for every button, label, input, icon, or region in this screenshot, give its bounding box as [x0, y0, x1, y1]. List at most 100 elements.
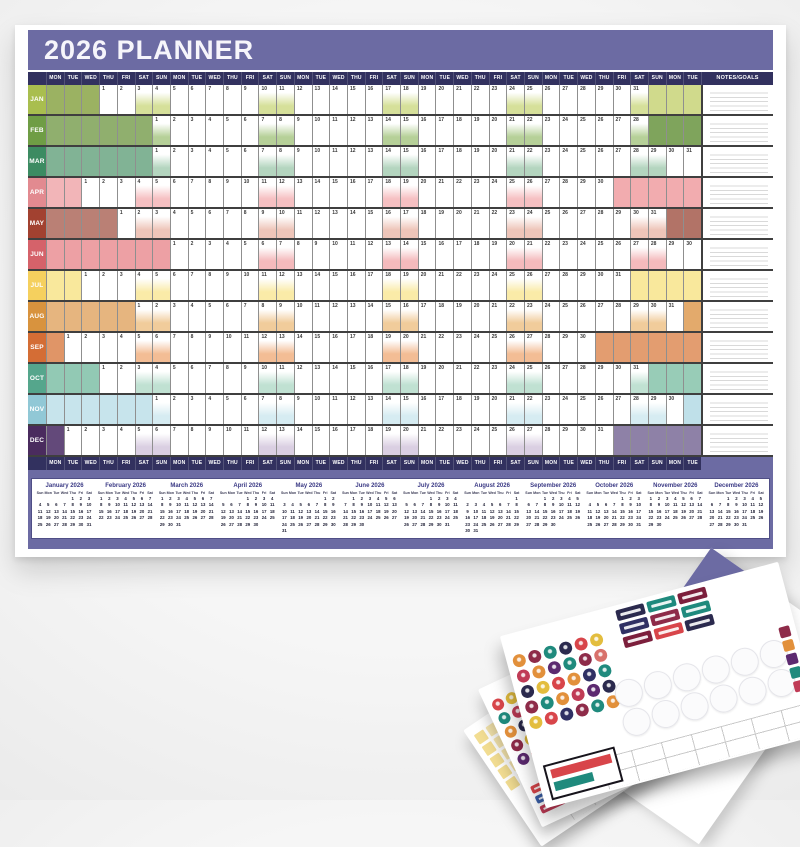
day-number: 27: [562, 86, 568, 92]
mini-date-cell: 22: [542, 515, 548, 521]
day-cell: 27: [559, 364, 578, 393]
day-number: 20: [403, 427, 409, 433]
mini-date-cell: 30: [253, 521, 259, 527]
day-name-cell: MON: [417, 72, 436, 85]
day-cell: 3: [205, 240, 224, 269]
mini-date-cell: 24: [444, 515, 450, 521]
mini-date-cell: 16: [465, 515, 470, 521]
mini-calendar-jan: January 2026 Sun Mon Tue Wed Thu Fri Sat 1 2 3 4 5 6 7…: [35, 481, 94, 536]
mini-date-cell: 2: [108, 496, 111, 501]
day-number: 18: [456, 117, 462, 123]
mini-date-cell: 29: [514, 521, 519, 527]
mini-date-cell: 18: [567, 508, 572, 514]
mini-calendar-title: March 2026: [170, 483, 204, 489]
day-number: 2: [119, 365, 123, 371]
mini-day-name: Fri: [200, 491, 206, 495]
mini-date-cell: 18: [453, 508, 458, 514]
mini-date-cell: 26: [298, 521, 304, 527]
day-cell: 15: [400, 147, 418, 176]
month-row-feb: FEB 1 2 3 4 5 6 7 8 9 10 11 12 13 14 15 16 17 18 19 20 21 22 23…: [28, 116, 774, 147]
day-number: 8: [190, 334, 194, 340]
sticker-circle: [589, 697, 606, 714]
day-number: 25: [580, 148, 586, 154]
mini-date-cell: 13: [53, 508, 59, 514]
day-cell: 30: [594, 178, 613, 207]
day-number: 3: [102, 334, 105, 340]
day-number: 28: [615, 303, 622, 309]
sticker-circle: [539, 694, 556, 711]
mini-date-cell: 24: [281, 521, 287, 527]
month-row-sep: SEP 1 2 3 4 5 6 7 8 9 10 11 12 13 14 15 16 17 18 19 20 21 22 23…: [28, 333, 774, 364]
day-cell: 12: [258, 333, 277, 362]
day-number: 29: [580, 179, 586, 185]
day-number: 22: [491, 210, 498, 216]
day-cell: 21: [453, 85, 471, 114]
day-name-cell: THU: [470, 72, 489, 85]
year-grid: MON TUE WED THU FRI SAT SUN MON TUE WED THU FRI SAT S…: [28, 72, 774, 470]
mini-date-cell: 11: [37, 508, 43, 514]
mini-date-cell: 25: [184, 515, 190, 521]
day-number: 21: [509, 396, 515, 402]
day-cell: 8: [205, 271, 224, 300]
day-cell: 31: [630, 85, 648, 114]
sticker-circle: [546, 659, 563, 676]
day-number: 18: [385, 179, 391, 185]
mini-date-cell: 1: [515, 496, 518, 501]
out-of-month-cell: [81, 240, 100, 269]
mini-date-cell: 25: [587, 521, 593, 527]
mini-date-cell: 17: [664, 508, 670, 514]
mini-date-cell: 30: [734, 521, 739, 527]
mini-date-cell: 15: [648, 508, 654, 514]
blank-circle-sticker: [648, 696, 683, 732]
month-label: SEP: [28, 333, 46, 362]
day-cell: 28: [612, 302, 631, 331]
out-of-month-cell: [81, 395, 100, 424]
top-day-header-row: MON TUE WED THU FRI SAT SUN MON TUE WED THU FRI SAT S…: [28, 72, 773, 85]
day-number: 16: [403, 303, 409, 309]
mini-date-cell: 14: [208, 502, 214, 508]
day-number: 3: [172, 303, 176, 309]
day-cell: 21: [523, 240, 542, 269]
day-number: 30: [615, 86, 622, 92]
day-cell: 14: [382, 116, 401, 145]
mini-date-cell: 23: [330, 515, 336, 521]
mini-date-cell: 26: [220, 521, 226, 527]
mini-day-name: Thu: [680, 491, 687, 495]
day-cell: 26: [594, 395, 613, 424]
day-number: 27: [526, 427, 533, 433]
day-cell: 1: [169, 240, 188, 269]
mini-date-cell: 19: [681, 508, 686, 514]
day-name-cell: TUE: [683, 457, 701, 470]
day-number: 19: [491, 241, 498, 247]
day-number: 26: [615, 241, 622, 247]
sticker-circle: [509, 737, 526, 754]
mini-calendar-title: May 2026: [295, 483, 323, 489]
day-cell: 1: [81, 271, 100, 300]
mini-day-name: Tue: [725, 491, 732, 495]
day-number: 31: [615, 272, 622, 278]
sticker-circle: [511, 652, 528, 669]
mini-day-name: Wed: [732, 491, 741, 495]
day-cell: 7: [223, 209, 241, 238]
mini-calendar-feb: February 2026 Sun Mon Tue Wed Thu Fri Sat 1 2 3 4 5 6…: [96, 481, 155, 536]
day-number: 25: [491, 427, 498, 433]
day-name-cell: SAT: [630, 72, 648, 85]
mini-date-cell: 5: [490, 502, 494, 508]
day-name-cell: SAT: [382, 72, 400, 85]
day-number: 4: [137, 179, 141, 185]
mini-day-name: Sun: [647, 491, 655, 495]
mini-date-cell: 15: [542, 508, 548, 514]
mini-date-cell: 12: [681, 502, 686, 508]
mini-date-cell: 11: [673, 502, 678, 508]
sticker-circle: [581, 666, 598, 683]
out-of-month-cell: [99, 147, 117, 176]
mini-date-cell: 6: [499, 502, 502, 508]
day-number: 23: [473, 272, 480, 278]
mini-date-cell: 15: [98, 508, 104, 514]
day-cell: 18: [435, 302, 454, 331]
day-cell: 9: [293, 147, 312, 176]
mini-date-cell: 25: [750, 515, 756, 521]
blank-circle-sticker: [706, 681, 741, 716]
day-cell: 30: [612, 364, 631, 393]
mini-date-cell: 2: [657, 496, 661, 501]
